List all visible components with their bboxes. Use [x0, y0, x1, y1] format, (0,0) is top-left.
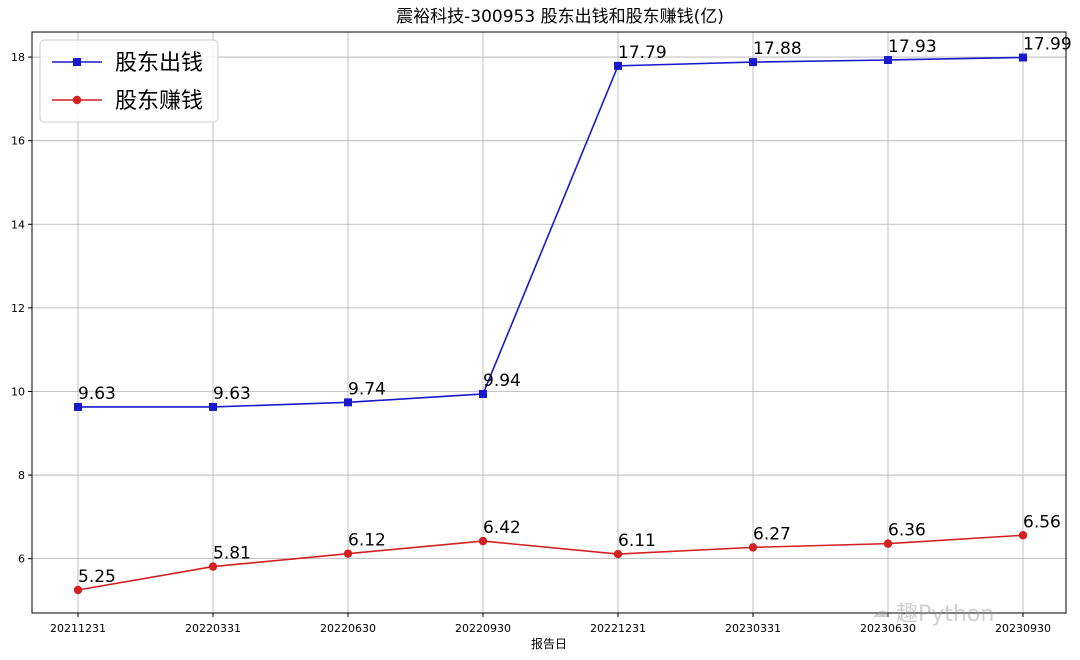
series-line-1 — [77, 534, 1024, 591]
x-tick-label: 20230630 — [860, 622, 916, 635]
y-tick-label: 16 — [11, 135, 25, 148]
legend-entry: 股东赚钱 — [115, 89, 203, 114]
data-point-marker — [749, 58, 757, 67]
legend-marker — [73, 58, 81, 66]
legend-entry: 股东出钱 — [115, 51, 203, 76]
y-tick-label: 8 — [18, 469, 25, 482]
data-label: 17.93 — [888, 37, 937, 57]
data-label: 6.11 — [618, 531, 656, 551]
data-label: 9.74 — [348, 379, 386, 399]
data-point-marker — [478, 536, 488, 546]
plot-frame — [31, 31, 1067, 614]
data-point-marker — [479, 389, 487, 398]
data-point-marker — [343, 549, 353, 558]
data-label: 5.25 — [78, 567, 116, 587]
data-label: 5.81 — [213, 544, 251, 564]
x-axis-label: 报告日 — [531, 636, 567, 651]
data-label: 17.79 — [618, 43, 667, 63]
data-point-marker — [614, 61, 622, 70]
y-tick-label: 12 — [11, 302, 25, 315]
data-label: 9.63 — [78, 384, 116, 404]
x-tick-label: 20220930 — [455, 622, 511, 635]
data-label: 6.56 — [1023, 512, 1061, 532]
data-label: 9.94 — [483, 371, 521, 391]
data-point-marker — [1019, 53, 1027, 62]
x-tick-label: 20230930 — [995, 622, 1051, 635]
data-point-marker — [884, 56, 892, 65]
data-label: 17.99 — [1023, 34, 1072, 54]
data-point-marker — [74, 402, 82, 411]
y-tick-label: 10 — [11, 385, 25, 398]
y-tick-label: 14 — [11, 218, 25, 231]
x-tick-label: 20230331 — [725, 622, 781, 635]
data-point-marker — [613, 549, 623, 559]
x-tick-label: 20211231 — [50, 622, 106, 635]
x-tick-label: 20221231 — [590, 622, 646, 635]
y-tick-label: 6 — [18, 553, 25, 566]
data-label: 9.63 — [213, 384, 251, 404]
data-point-marker — [209, 402, 217, 411]
data-point-marker — [1018, 531, 1028, 540]
data-label: 6.27 — [753, 524, 791, 544]
data-point-marker — [883, 539, 893, 548]
data-point-marker — [344, 398, 352, 407]
x-tick-label: 20220630 — [320, 622, 376, 635]
legend — [39, 39, 219, 123]
chart-title: 震裕科技-300953 股东出钱和股东赚钱(亿) — [396, 7, 724, 27]
data-label: 6.36 — [888, 521, 926, 541]
legend-marker — [72, 95, 82, 105]
data-label: 6.42 — [483, 518, 521, 538]
data-point-marker — [208, 562, 218, 571]
data-point-marker — [73, 585, 83, 595]
data-label: 6.12 — [348, 531, 386, 551]
y-tick-label: 18 — [11, 51, 25, 64]
data-point-marker — [748, 543, 758, 552]
data-label: 17.88 — [753, 39, 802, 59]
x-tick-label: 20220331 — [185, 622, 241, 635]
series-line-0 — [78, 56, 1024, 408]
